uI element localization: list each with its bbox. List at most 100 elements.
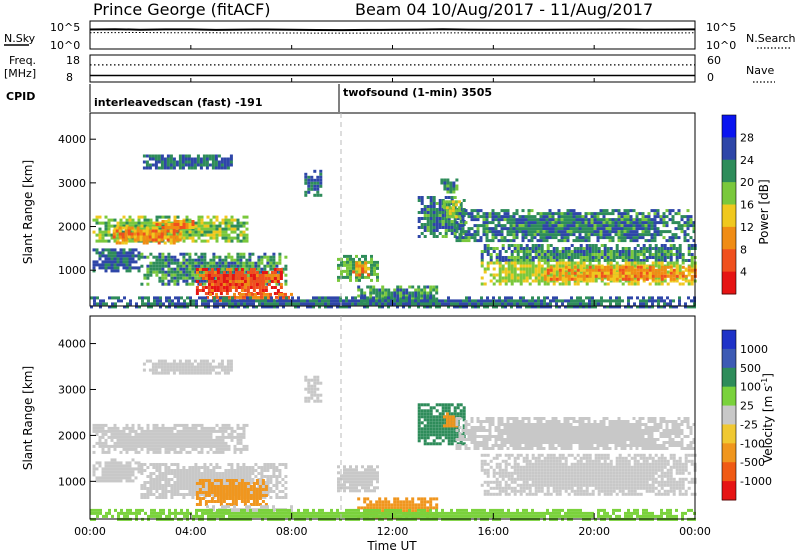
heat-cell: [158, 264, 162, 268]
heat-cell: [644, 221, 648, 225]
heat-cell: [588, 250, 592, 253]
heat-cell: [273, 271, 277, 274]
heat-cell: [191, 264, 195, 268]
heat-cell: [168, 305, 171, 309]
heat-cell: [633, 253, 637, 256]
heat-cell: [123, 296, 126, 300]
heat-cell: [113, 227, 117, 231]
heat-cell: [453, 305, 456, 309]
heat-cell: [184, 154, 188, 158]
heat-cell: [167, 466, 171, 469]
heat-cell: [361, 272, 364, 276]
heat-cell: [614, 224, 618, 228]
heat-cell: [251, 252, 255, 256]
heat-cell: [107, 447, 111, 451]
heat-cell: [597, 256, 601, 259]
heat-cell: [164, 273, 168, 277]
heat-cell: [521, 239, 525, 243]
heat-cell: [513, 302, 516, 306]
heat-cell: [128, 479, 132, 483]
heat-cell: [217, 166, 221, 170]
heat-cell: [399, 299, 402, 303]
heat-cell: [336, 299, 339, 303]
heat-cell: [233, 429, 237, 433]
heat-cell: [564, 277, 568, 281]
heat-cell: [327, 302, 330, 306]
heat-cell: [429, 288, 433, 292]
heat-cell: [546, 279, 550, 283]
heat-cell: [224, 224, 228, 228]
heat-cell: [642, 268, 646, 272]
heat-cell: [233, 258, 237, 262]
heat-cell: [681, 274, 685, 278]
heat-cell: [115, 241, 119, 245]
heat-cell: [537, 259, 541, 262]
heat-cell: [648, 305, 651, 309]
heat-cell: [134, 461, 138, 465]
heat-cell: [101, 233, 105, 237]
heat-cell: [600, 274, 604, 278]
heat-cell: [112, 229, 116, 233]
heat-cell: [645, 302, 648, 306]
heat-cell: [579, 250, 583, 253]
heat-cell: [599, 218, 603, 222]
heat-cell: [169, 229, 173, 233]
heat-cell: [497, 221, 501, 225]
heat-cell: [134, 438, 138, 442]
heat-cell: [480, 302, 483, 306]
heat-cell: [474, 299, 477, 303]
heat-cell: [533, 221, 537, 225]
heat-cell: [273, 286, 277, 289]
heat-cell: [599, 233, 603, 237]
heat-cell: [477, 299, 480, 303]
heat-cell: [501, 256, 505, 259]
heat-cell: [203, 279, 207, 283]
heat-cell: [480, 250, 484, 253]
heat-cell: [438, 208, 442, 211]
heat-cell: [494, 215, 498, 219]
heat-cell: [465, 302, 468, 306]
heat-cell: [459, 208, 463, 211]
heat-cell: [113, 429, 117, 433]
heat-cell: [191, 279, 195, 283]
heat-cell: [361, 254, 364, 258]
heat-cell: [237, 305, 240, 309]
heat-cell: [454, 200, 458, 204]
heat-cell: [242, 426, 246, 430]
heat-cell: [507, 247, 511, 250]
heat-cell: [563, 224, 567, 228]
heat-cell: [146, 224, 150, 228]
heat-cell: [582, 256, 586, 259]
heat-cell: [573, 279, 577, 283]
heat-cell: [191, 493, 195, 496]
heat-cell: [170, 258, 174, 262]
heat-cell: [179, 493, 183, 496]
heat-cell: [98, 236, 102, 240]
heat-cell: [242, 435, 246, 439]
heat-cell: [211, 163, 215, 167]
heat-cell: [234, 302, 237, 306]
heat-cell: [669, 259, 673, 262]
heat-cell: [115, 226, 119, 230]
heat-cell: [142, 241, 146, 245]
heat-cell: [173, 481, 177, 484]
heat-cell: [157, 157, 161, 161]
heat-cell: [179, 441, 183, 445]
heat-cell: [551, 218, 555, 222]
heat-cell: [116, 269, 120, 273]
heat-cell: [116, 257, 120, 261]
heat-cell: [552, 256, 556, 259]
heat-cell: [194, 227, 198, 231]
heat-cell: [220, 163, 224, 167]
heat-cell: [429, 302, 432, 306]
heat-cell: [313, 181, 317, 185]
heat-cell: [194, 264, 198, 268]
heat-cell: [146, 438, 150, 442]
heat-cell: [435, 217, 439, 220]
heat-cell: [143, 481, 147, 484]
heat-cell: [182, 426, 186, 430]
heat-cell: [101, 230, 105, 234]
heat-cell: [210, 286, 214, 289]
heat-cell: [417, 211, 421, 214]
heat-cell: [185, 236, 189, 240]
